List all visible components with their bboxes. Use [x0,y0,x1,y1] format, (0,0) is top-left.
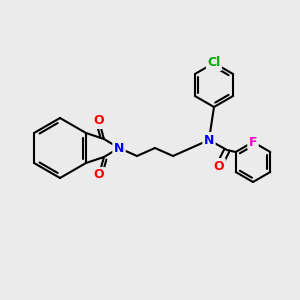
Text: N: N [204,134,214,146]
Text: Cl: Cl [207,56,220,70]
Text: O: O [214,160,224,172]
Text: O: O [94,115,104,128]
Text: O: O [94,169,104,182]
Text: N: N [114,142,124,154]
Text: F: F [249,136,257,148]
